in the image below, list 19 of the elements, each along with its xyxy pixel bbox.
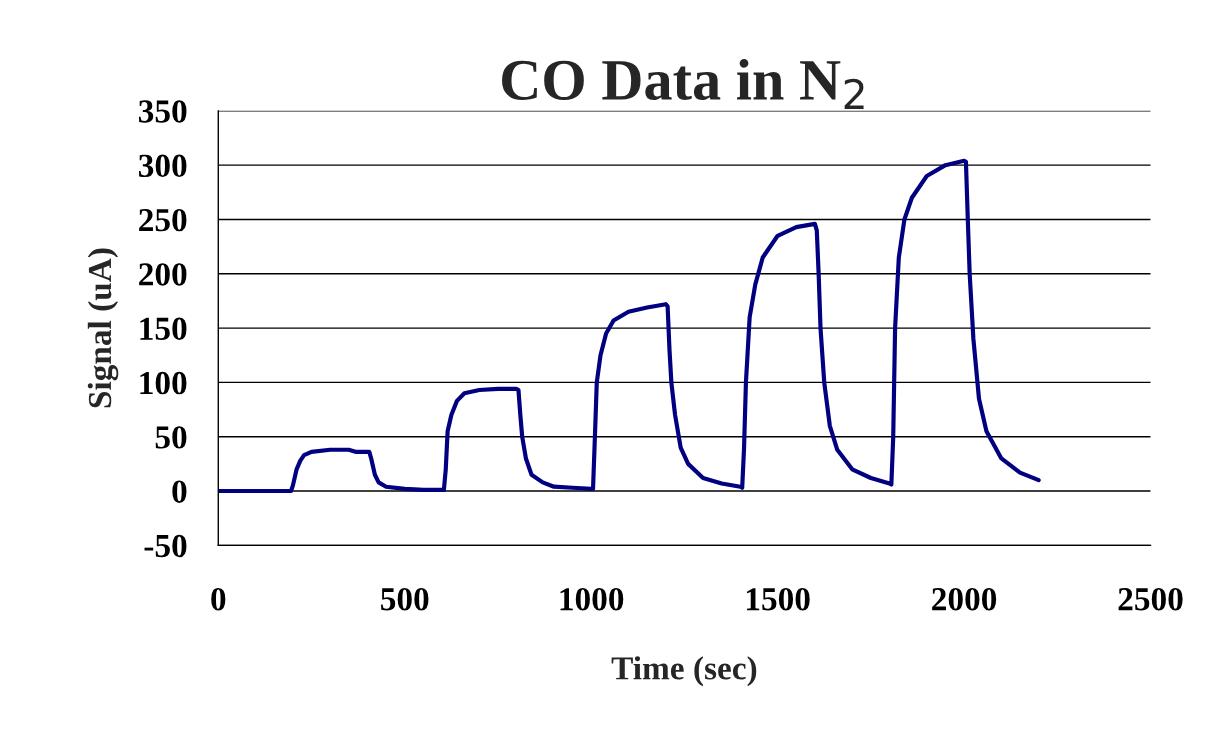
y-tick-label: -50 [144,534,187,558]
y-tick-label: 100 [140,371,187,395]
line-series [218,158,1041,494]
y-tick-label: 0 [172,480,187,503]
y-tick-label: 200 [139,263,187,286]
chart-title: CO Data in N$_{2}$ [502,58,864,109]
y-tick-label: 50 [155,426,187,449]
x-tick-label: 1500 [746,587,810,611]
y-tick-label: 350 [138,100,187,123]
x-tick-label: 500 [381,587,429,611]
y-tick-label: 300 [138,154,187,178]
y-axis-title: Signal (uA) [87,248,119,408]
x-tick-label: 2000 [932,587,997,611]
y-tick-label: 250 [139,208,187,232]
x-axis-title: Time (sec) [611,656,757,687]
x-tick-label: 0 [211,587,226,611]
x-tick-label: 1000 [560,587,624,611]
y-tick-label: 150 [140,317,187,340]
x-tick-label: 2500 [1118,587,1183,611]
